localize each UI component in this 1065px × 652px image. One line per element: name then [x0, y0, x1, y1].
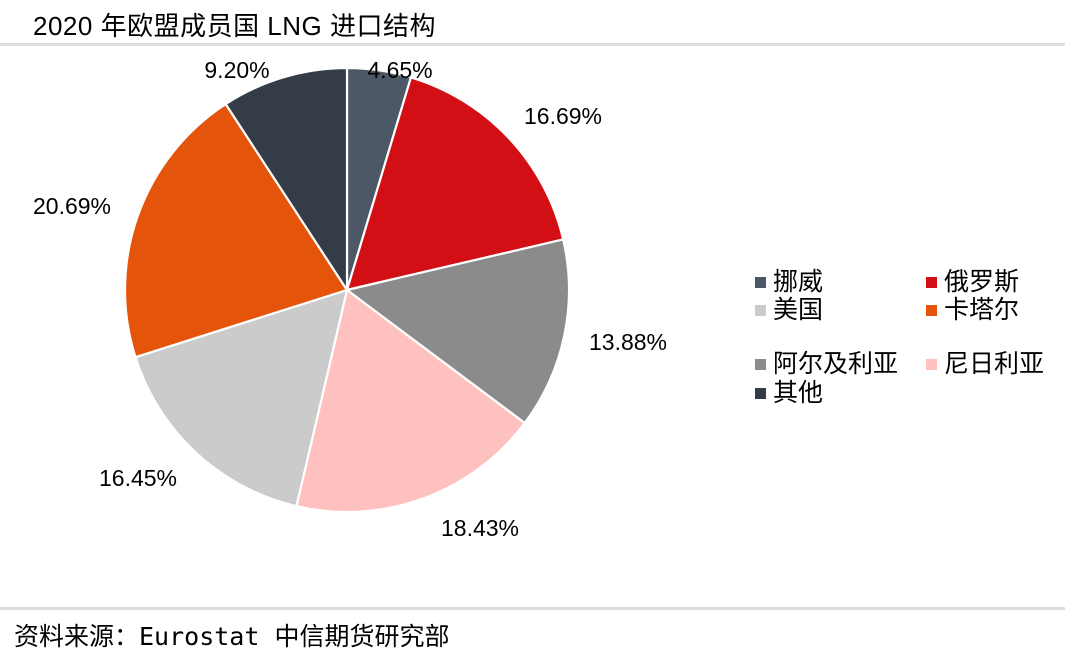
legend-item-russia: 俄罗斯 [926, 270, 1019, 295]
pie-slice-algeria [345, 238, 571, 425]
chart-title: 2020 年欧盟成员国 LNG 进口结构 [33, 11, 436, 41]
legend-label-algeria: 阿尔及利亚 [773, 350, 899, 378]
legend-swatch-algeria [755, 359, 766, 370]
legend-label-nigeria: 尼日利亚 [944, 350, 1045, 378]
data-label-qatar: 20.69% [33, 193, 111, 219]
legend-swatch-usa [755, 305, 766, 316]
data-label-norway: 4.65% [367, 57, 432, 83]
legend-swatch-nigeria [926, 359, 937, 370]
legend-swatch-norway [755, 277, 766, 288]
pie-slice-qatar [123, 102, 349, 359]
legend-label-qatar: 卡塔尔 [944, 296, 1020, 324]
legend-item-qatar: 卡塔尔 [926, 298, 1019, 323]
legend-item-usa: 美国 [755, 298, 823, 323]
data-label-russia: 16.69% [524, 103, 602, 129]
data-label-other: 9.20% [204, 57, 269, 83]
legend-label-russia: 俄罗斯 [944, 268, 1020, 296]
legend-item-norway: 挪威 [755, 270, 823, 295]
source-note: 资料来源：Eurostat 中信期货研究部 [14, 622, 450, 651]
legend-item-other: 其他 [755, 381, 823, 406]
data-label-nigeria: 18.43% [441, 515, 519, 541]
data-label-algeria: 13.88% [589, 329, 667, 355]
pie-slice-nigeria [295, 288, 526, 514]
legend-swatch-other [755, 388, 766, 399]
legend-label-usa: 美国 [773, 296, 824, 324]
pie-slice-russia [345, 76, 565, 292]
legend-swatch-qatar [926, 305, 937, 316]
legend-label-norway: 挪威 [773, 268, 824, 296]
bottom-divider [0, 607, 1065, 610]
legend-label-other: 其他 [773, 379, 824, 407]
top-divider [0, 43, 1065, 46]
data-label-usa: 16.45% [99, 465, 177, 491]
legend-item-nigeria: 尼日利亚 [926, 352, 1044, 377]
legend-item-algeria: 阿尔及利亚 [755, 352, 898, 377]
legend-swatch-russia [926, 277, 937, 288]
pie-slice-usa [134, 288, 349, 508]
pie-slice-other [224, 66, 349, 292]
